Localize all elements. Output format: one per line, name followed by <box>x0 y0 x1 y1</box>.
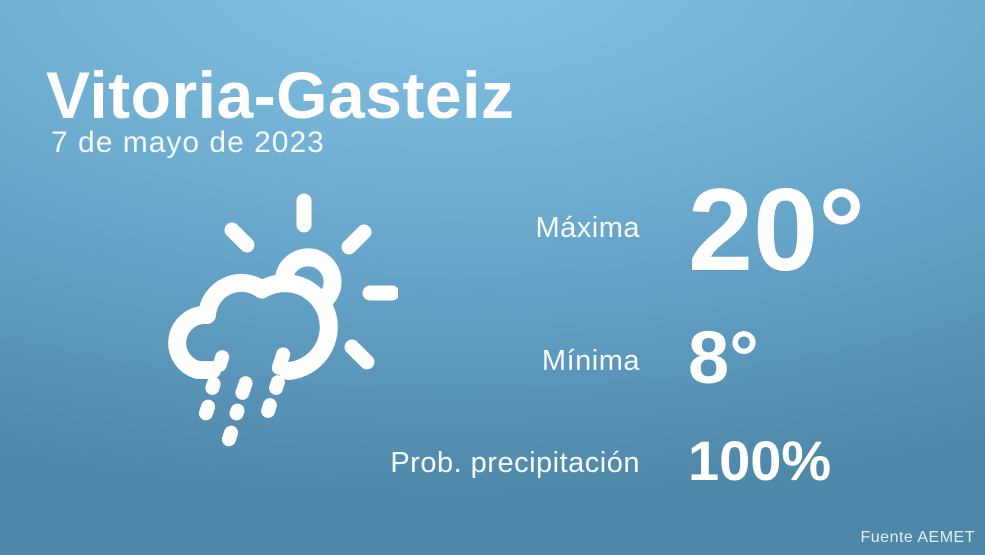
min-temp-value: 8° <box>688 316 759 399</box>
precipitation-value: 100% <box>688 429 832 492</box>
date-subtitle: 7 de mayo de 2023 <box>51 126 325 159</box>
cloud-outline-icon <box>168 273 338 380</box>
min-temp-label: Mínima <box>541 345 640 377</box>
cloud-rain-sun-icon <box>168 193 398 447</box>
rain-drops-icon <box>198 347 291 447</box>
precipitation-label: Prob. precipitación <box>390 447 640 479</box>
max-temp-value: 20° <box>688 164 865 295</box>
page-title: Vitoria-Gasteiz <box>46 58 515 132</box>
sun-arc-icon <box>274 248 342 311</box>
source-attribution: Fuente AEMET <box>860 529 975 546</box>
max-temp-label: Máxima <box>535 212 640 244</box>
sun-rays-icon <box>224 193 398 370</box>
